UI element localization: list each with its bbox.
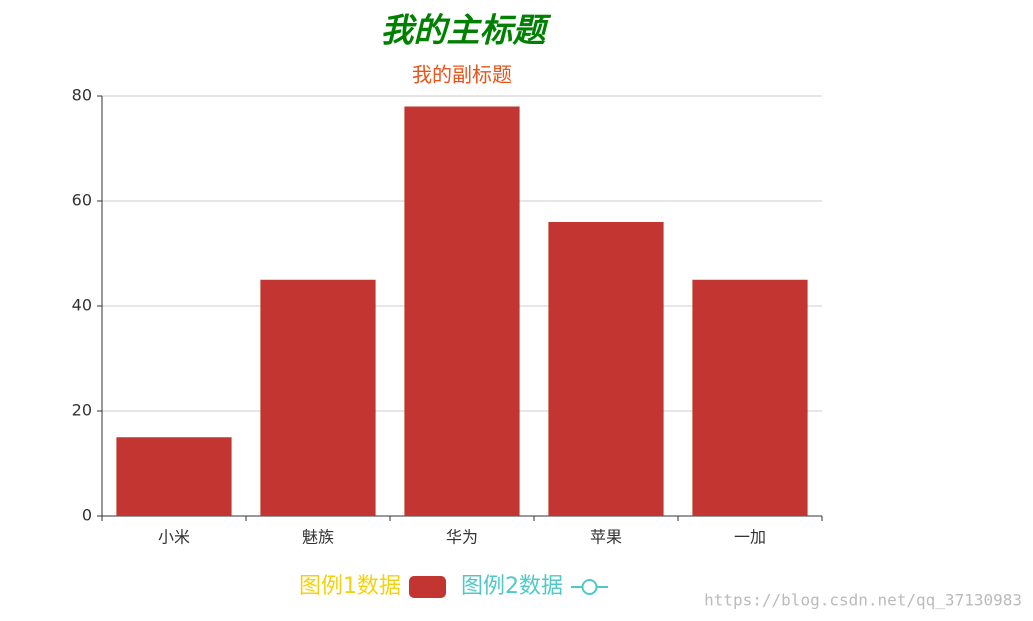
x-tick-label: 小米 [158, 528, 190, 547]
bar [692, 279, 808, 516]
chart-title: 我的主标题 [381, 11, 552, 50]
y-tick-label: 20 [72, 401, 92, 420]
x-tick-label: 苹果 [590, 528, 622, 547]
y-tick-label: 0 [82, 506, 92, 525]
x-tick-label: 一加 [734, 528, 766, 547]
y-tick-label: 40 [72, 296, 92, 315]
chart-subtitle: 我的副标题 [412, 63, 512, 87]
watermark: https://blog.csdn.net/qq_37130983 [704, 591, 1022, 610]
y-tick-label: 80 [72, 86, 92, 105]
bar [260, 279, 376, 516]
bar [548, 222, 664, 516]
legend-label[interactable]: 图例1数据 [299, 574, 401, 599]
bar [404, 106, 520, 516]
legend-icon [581, 579, 598, 595]
legend-icon [409, 576, 446, 598]
y-tick-label: 60 [72, 191, 92, 210]
x-tick-label: 华为 [446, 528, 478, 547]
legend-label[interactable]: 图例2数据 [461, 574, 563, 599]
bar [116, 437, 232, 516]
x-tick-label: 魅族 [302, 528, 334, 547]
